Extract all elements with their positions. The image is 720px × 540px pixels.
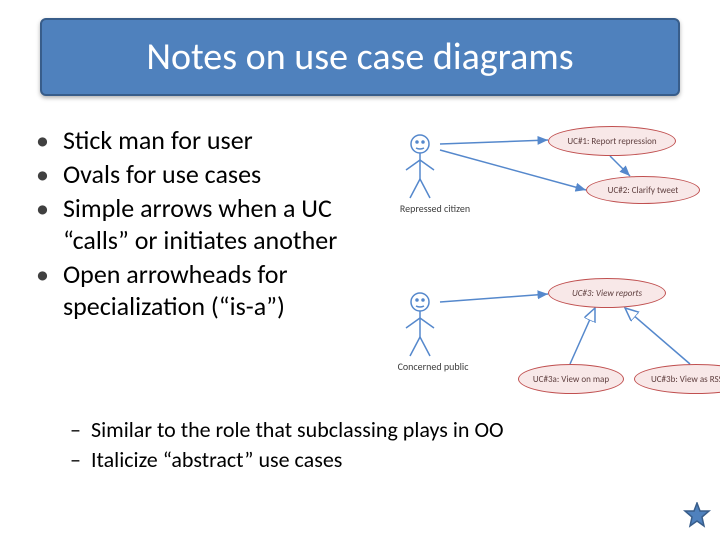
actor-repressed-citizen bbox=[406, 135, 434, 198]
sub-bullet-item: – Similar to the role that subclassing p… bbox=[70, 416, 670, 444]
bullet-marker: • bbox=[36, 124, 49, 156]
edge bbox=[610, 156, 630, 176]
sub-bullet-marker: – bbox=[70, 416, 81, 444]
usecase-oval: UC#1: Report repression bbox=[548, 126, 676, 156]
edge bbox=[440, 294, 548, 302]
bullet-marker: • bbox=[36, 258, 49, 290]
bullet-text: Ovals for use cases bbox=[63, 158, 261, 190]
edge-isa bbox=[570, 308, 595, 364]
bullet-item: • Stick man for user bbox=[30, 124, 390, 156]
bullet-item: • Simple arrows when a UC “calls” or ini… bbox=[30, 192, 390, 256]
bullet-marker: • bbox=[36, 192, 49, 224]
bullet-item: • Open arrowheads for specialization (“i… bbox=[30, 258, 390, 322]
sub-bullet-text: Italicize “abstract” use cases bbox=[91, 446, 342, 474]
sub-bullet-marker: – bbox=[70, 446, 81, 474]
title-box: Notes on use case diagrams bbox=[40, 18, 680, 96]
edge bbox=[440, 140, 548, 144]
usecase-oval: UC#2: Clarify tweet bbox=[586, 176, 700, 204]
usecase-oval-abstract: UC#3: View reports bbox=[548, 278, 666, 308]
bullet-text: Open arrowheads for specialization (“is-… bbox=[63, 258, 390, 322]
edge bbox=[440, 150, 586, 190]
actor-label: Concerned public bbox=[388, 360, 478, 373]
sub-bullet-text: Similar to the role that subclassing pla… bbox=[91, 416, 504, 444]
actor-concerned-public bbox=[406, 293, 434, 356]
sub-bullet-item: – Italicize “abstract” use cases bbox=[70, 446, 670, 474]
actor-label: Repressed citizen bbox=[390, 202, 480, 215]
star-icon bbox=[682, 502, 712, 532]
bullet-list: • Stick man for user • Ovals for use cas… bbox=[30, 124, 390, 324]
bullet-item: • Ovals for use cases bbox=[30, 158, 390, 190]
usecase-oval: UC#3a: View on map bbox=[518, 364, 624, 394]
bullet-marker: • bbox=[36, 158, 49, 190]
use-case-diagram: Repressed citizen Concerned public UC#1:… bbox=[400, 124, 710, 404]
bullet-text: Stick man for user bbox=[63, 124, 253, 156]
bullet-text: Simple arrows when a UC “calls” or initi… bbox=[63, 192, 390, 256]
sub-bullet-list: – Similar to the role that subclassing p… bbox=[70, 416, 670, 476]
slide-title: Notes on use case diagrams bbox=[146, 34, 573, 80]
edge-isa bbox=[625, 308, 690, 364]
